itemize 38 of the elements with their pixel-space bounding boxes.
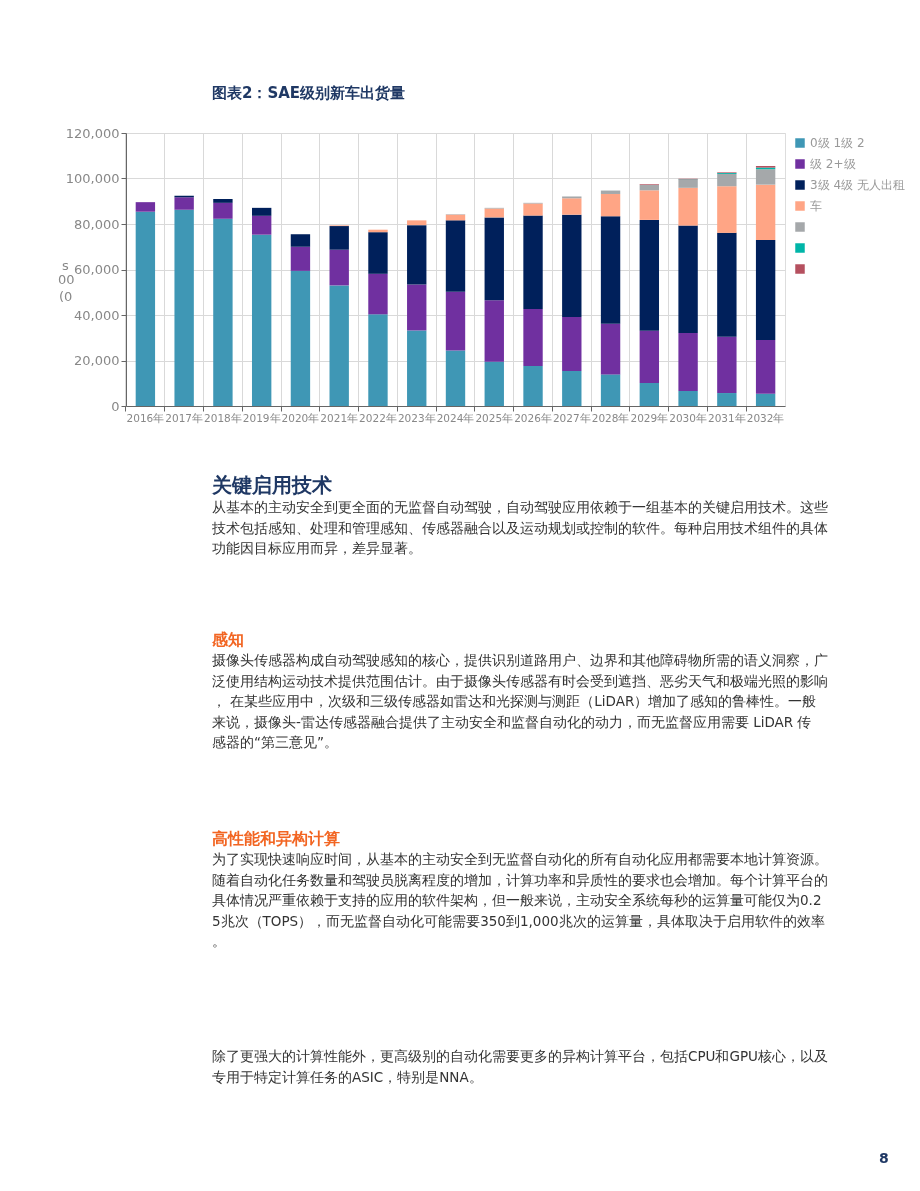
- chart-title: 图表2：SAE级别新车出货量: [212, 84, 406, 102]
- x-tick-label: 2020年: [281, 411, 320, 424]
- legend-label: 级 2+级: [810, 157, 856, 171]
- legend-label: 0级 1级 2: [810, 136, 865, 150]
- y-tick-label: 0: [111, 398, 120, 414]
- text: 除了更强大的计算性能外，更高级别的自动化需要更多的异构计算平台，包括CPU和GPU核心，以及专用于特定计算任务的ASIC，特别是NNA。: [212, 1048, 828, 1085]
- y-tick-label: 80,000: [74, 216, 120, 232]
- x-tick-label: 2024年: [436, 411, 475, 424]
- text: 感知: [211, 630, 244, 649]
- legend-label: 3级 4级 无人出租: [810, 178, 905, 192]
- legend-label: 车: [810, 199, 822, 213]
- y-axis-title: s 00 (0: [58, 258, 75, 304]
- x-tick-label: 2027年: [552, 411, 591, 424]
- y-tick-label: 120,000: [65, 125, 120, 141]
- x-tick-label: 2019年: [242, 411, 281, 424]
- x-tick-label: 2018年: [204, 411, 242, 424]
- x-tick-label: 2031年: [707, 411, 746, 424]
- text: 关键启用技术: [211, 473, 332, 497]
- x-tick-label: 2021年: [320, 411, 359, 424]
- x-tick-label: 2017年: [165, 411, 204, 424]
- y-tick-label: 60,000: [74, 262, 120, 277]
- y-tick-label: 20,000: [74, 353, 120, 368]
- x-tick-label: 2029年: [630, 411, 669, 424]
- x-tick-label: 2022年: [359, 411, 397, 424]
- x-tick-label: 2030年: [669, 411, 707, 424]
- x-tick-label: 2026年: [514, 411, 552, 424]
- y-tick-label: 40,000: [74, 307, 120, 323]
- text: 8: [879, 1150, 889, 1166]
- x-tick-label: 2023年: [397, 411, 436, 424]
- x-tick-label: 2028年: [591, 411, 630, 424]
- y-tick-label: 100,000: [65, 171, 120, 186]
- text: 从基本的主动安全到更全面的无监督自动驾驶，自动驾驶应用依赖于一组基本的关键启用技术。这些技术包括感知、处理和管理感知、传感器融合以及运动规划或控制的软件。每种启用技术组件的具体功能因目标应用而异，差异显著。: [211, 499, 828, 556]
- x-tick-label: 2016年: [126, 411, 165, 424]
- text: 为了实现快速响应时间，从基本的主动安全到无监督自动化的所有自动化应用都需要本地计算资源。随着自动化任务数量和驾驶员脱离程度的增加，计算功率和异质性的要求也会增加。每个计算平台的具体情况严重依赖于支持的应用的软件架构，但一般来说，主动安全系统每秒的运算量可能仅为0.25兆次（TOPS），而无监督自动化可能需要350到1,000兆次的运算量，具体取决于启用软件的效率。: [212, 851, 828, 949]
- x-tick-label: 2025年: [475, 411, 514, 424]
- x-tick-label: 2032年: [746, 411, 785, 424]
- text: 摄像头传感器构成自动驾驶感知的核心，提供识别道路用户、边界和其他障碍物所需的语义洞察，广泛使用结构运动技术提供范围估计。由于摄像头传感器有时会受到遮挡、恶劣天气和极端光照的影响， 在某些应用中，次级和三级传感器如雷达和光探测与测距（LiDAR）增加了感知的鲁棒性。一般来说，摄像头-雷达传感器融合提供了主动安全和监督自动化的动力，而无监督应用需要 LiDAR 传感器的“第三意见”。: [212, 652, 828, 750]
- text: 高性能和异构计算: [212, 829, 340, 848]
